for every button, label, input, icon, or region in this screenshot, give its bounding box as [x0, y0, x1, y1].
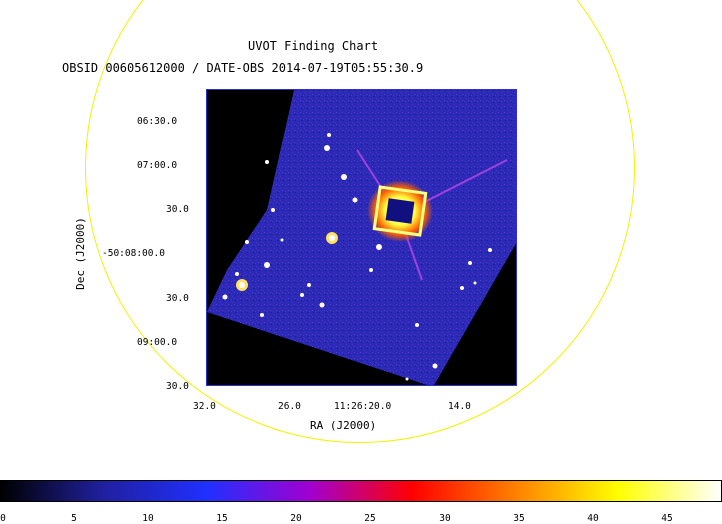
dec-tick-label: 09:00.0: [137, 337, 178, 348]
stars: [222, 133, 492, 381]
colorbar: [0, 480, 722, 502]
colorbar-tick-label: 5: [71, 513, 77, 524]
ra-tick-label: 32.0: [193, 401, 216, 412]
dec-tick-label: 30.0: [166, 204, 189, 215]
colorbar-tick-label: 15: [216, 513, 228, 524]
colorbar-tick-label: 40: [587, 513, 599, 524]
colorbar-tick-label: 0: [0, 513, 6, 524]
chart-subtitle: OBSID 00605612000 / DATE-OBS 2014-07-19T…: [62, 61, 424, 75]
colorbar-tick-label: 35: [513, 513, 525, 524]
colorbar-tick-label: 25: [364, 513, 376, 524]
sky-image-panel: [206, 89, 517, 386]
dec-tick-label: 30.0: [166, 293, 189, 304]
dec-tick-label: -50:08:00.0: [102, 248, 165, 259]
sky-image: [207, 90, 516, 385]
bright-star: [356, 149, 508, 281]
exposure-footprint: [207, 90, 516, 385]
dec-tick-label: 07:00.0: [137, 160, 178, 171]
ra-tick-label: 11:26:20.0: [334, 401, 392, 412]
y-axis-label: Dec (J2000): [73, 217, 87, 290]
x-axis-label: RA (J2000): [310, 419, 377, 432]
dec-tick-label: 30.0: [166, 381, 189, 392]
chart-title: UVOT Finding Chart: [248, 39, 379, 53]
colorbar-tick-label: 10: [142, 513, 154, 524]
colorbar-tick-label: 20: [290, 513, 302, 524]
ra-tick-label: 14.0: [448, 401, 471, 412]
ra-tick-label: 26.0: [278, 401, 301, 412]
dec-tick-label: 06:30.0: [137, 116, 178, 127]
colorbar-tick-label: 45: [661, 513, 673, 524]
colorbar-tick-label: 30: [439, 513, 451, 524]
